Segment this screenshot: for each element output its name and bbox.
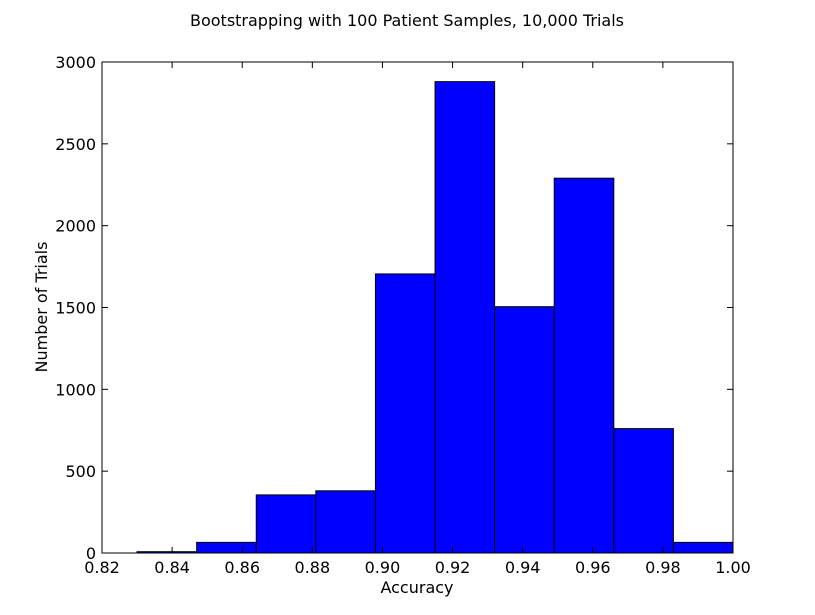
y-axis-ticks: 0 500 1000 1500 2000 2500 3000 — [55, 53, 733, 563]
histogram-bar-7 — [494, 306, 555, 554]
y-tick-label-1500: 1500 — [55, 299, 96, 318]
x-axis-label: Accuracy — [380, 578, 453, 597]
y-tick-label-2500: 2500 — [55, 135, 96, 154]
x-tick-label-0.88: 0.88 — [295, 558, 331, 577]
y-tick-label-500: 500 — [65, 462, 96, 481]
x-tick-label-1.00: 1.00 — [715, 558, 751, 577]
histogram-bar-10 — [672, 541, 734, 554]
y-tick-label-0: 0 — [86, 544, 96, 563]
x-tick-label-0.82: 0.82 — [84, 558, 120, 577]
histogram-bar-5 — [374, 273, 436, 554]
histogram-bar-4 — [315, 490, 376, 554]
y-tick-label-2000: 2000 — [55, 217, 96, 236]
histogram-bar-8 — [553, 177, 615, 554]
x-tick-label-0.84: 0.84 — [154, 558, 190, 577]
histogram-bar-6 — [434, 81, 496, 554]
histogram-bar-9 — [613, 428, 674, 554]
chart-title: Bootstrapping with 100 Patient Samples, … — [190, 11, 624, 30]
x-tick-label-0.92: 0.92 — [435, 558, 471, 577]
x-tick-label-0.86: 0.86 — [224, 558, 260, 577]
x-tick-label-0.98: 0.98 — [645, 558, 681, 577]
y-axis-label: Number of Trials — [32, 242, 51, 373]
histogram-bars — [136, 81, 734, 554]
y-tick-label-3000: 3000 — [55, 53, 96, 72]
histogram-bar-2 — [196, 541, 257, 554]
x-axis-ticks: 0.82 0.84 0.86 0.88 0.90 0.92 0.94 0.96 0.98 1.00 — [84, 62, 751, 577]
x-tick-label-0.90: 0.90 — [365, 558, 401, 577]
histogram-bar-3 — [255, 494, 317, 554]
y-tick-label-1000: 1000 — [55, 380, 96, 399]
x-tick-label-0.94: 0.94 — [505, 558, 541, 577]
x-tick-label-0.96: 0.96 — [575, 558, 611, 577]
